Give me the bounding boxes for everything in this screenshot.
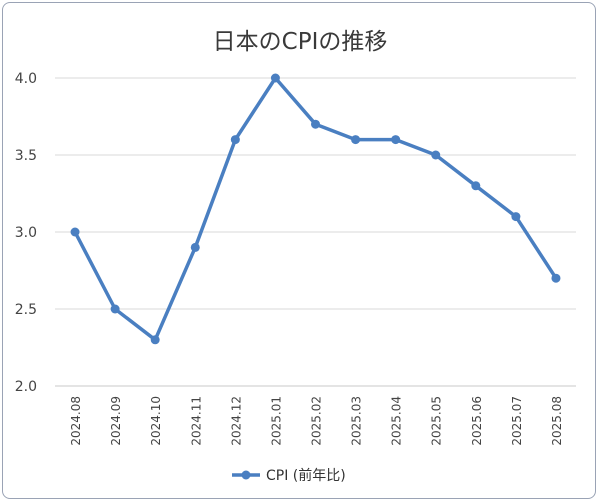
x-tick-label: 2025.04 [390,396,404,446]
data-point [230,135,240,145]
data-point [110,304,120,314]
y-tick-label: 2.5 [15,302,37,318]
data-point [511,212,521,222]
x-tick-label: 2025.03 [350,396,364,446]
y-tick-label: 3.5 [15,148,37,164]
y-tick-label: 4.0 [15,71,37,87]
x-tick-label: 2025.08 [550,396,564,446]
data-point [270,73,280,83]
series-line [73,76,558,342]
x-tick-label: 2024.09 [109,396,123,446]
x-tick-label: 2024.08 [69,396,83,446]
y-tick-label: 3.0 [15,225,37,241]
x-tick-label: 2024.12 [229,396,243,446]
legend-label: CPI (前年比) [266,467,346,484]
x-tick-label: 2025.01 [269,396,283,446]
x-tick-label: 2025.05 [430,396,444,446]
y-tick-label: 2.0 [15,379,37,395]
data-point [351,135,361,145]
legend-swatch-marker [241,470,251,480]
data-point [311,119,320,129]
chart-title: 日本のCPIの推移 [212,29,388,55]
data-point [431,150,441,160]
x-tick-label: 2024.11 [189,396,203,446]
data-point [150,335,160,345]
data-point [551,273,561,283]
data-point [391,135,401,145]
chart-frame [2,2,596,499]
x-tick-label: 2024.10 [149,396,163,446]
data-point [70,227,80,237]
x-tick-label: 2025.06 [470,396,484,446]
x-tick-label: 2025.07 [510,396,524,446]
data-point [190,242,200,252]
data-point [471,181,481,191]
x-tick-label: 2025.02 [310,396,324,446]
